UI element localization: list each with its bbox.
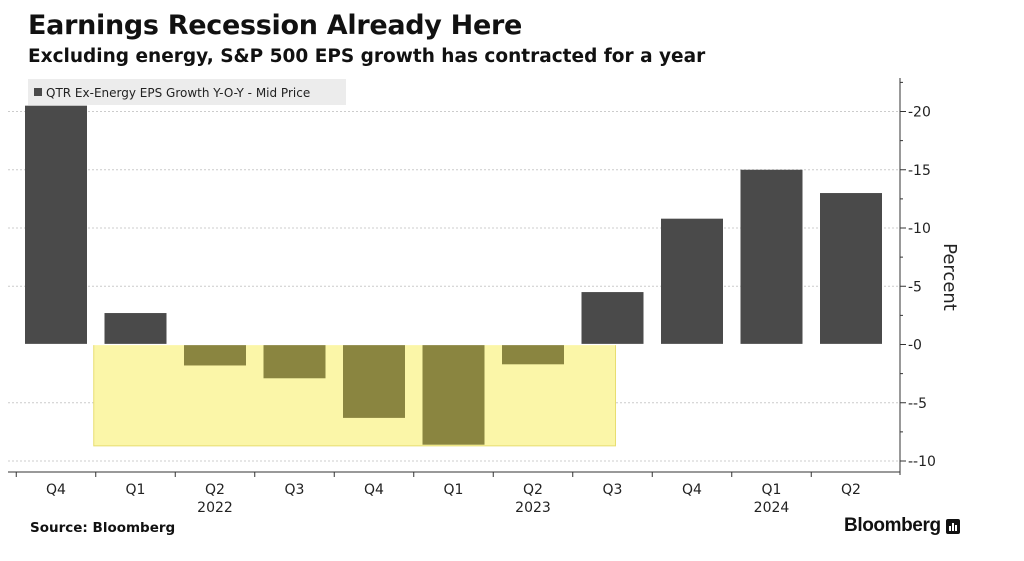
bar	[661, 218, 723, 345]
x-tick-label: Q1	[444, 482, 464, 498]
bar	[25, 105, 87, 345]
bar	[343, 344, 405, 418]
x-tick-label: Q2	[523, 482, 543, 498]
legend-box	[28, 79, 346, 105]
y-tick-label: -0	[908, 338, 922, 354]
legend-label: QTR Ex-Energy EPS Growth Y-O-Y - Mid Pri…	[46, 86, 310, 100]
y-tick-label: --10	[908, 454, 936, 470]
x-year-label: 2023	[515, 500, 551, 516]
x-tick-label: Q3	[285, 482, 305, 498]
bar	[263, 344, 326, 379]
bar	[740, 169, 803, 345]
x-tick-label: Q4	[46, 482, 66, 498]
y-tick-label: -10	[908, 221, 931, 237]
y-tick-label: -20	[908, 105, 931, 121]
chart-title: Earnings Recession Already Here	[28, 10, 523, 41]
y-axis-label: Percent	[939, 243, 960, 311]
x-tick-label: Q4	[364, 482, 384, 498]
bar	[422, 344, 485, 445]
x-tick-label: Q4	[682, 482, 702, 498]
legend-swatch	[34, 88, 42, 96]
bar	[581, 292, 644, 345]
bloomberg-terminal-icon	[945, 518, 960, 534]
x-year-label: 2022	[197, 500, 233, 516]
brand-name: Bloomberg	[844, 515, 941, 536]
x-year-label: 2024	[754, 500, 790, 516]
x-tick-label: Q2	[841, 482, 861, 498]
bar	[820, 193, 882, 345]
x-tick-label: Q1	[126, 482, 146, 498]
x-tick-label: Q1	[762, 482, 782, 498]
x-tick-label: Q3	[603, 482, 623, 498]
y-tick-label: -15	[908, 163, 931, 179]
bar	[184, 344, 246, 366]
source-note: Source: Bloomberg	[30, 520, 176, 536]
bar	[502, 344, 564, 365]
y-tick-label: --5	[908, 396, 927, 412]
bloomberg-logo: Bloomberg	[844, 515, 960, 537]
y-tick-label: -5	[908, 279, 922, 295]
bar	[104, 313, 167, 345]
x-tick-label: Q2	[205, 482, 225, 498]
chart-subtitle: Excluding energy, S&P 500 EPS growth has…	[28, 46, 706, 67]
